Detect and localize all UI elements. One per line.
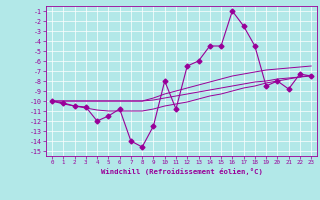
X-axis label: Windchill (Refroidissement éolien,°C): Windchill (Refroidissement éolien,°C) [101, 168, 262, 175]
